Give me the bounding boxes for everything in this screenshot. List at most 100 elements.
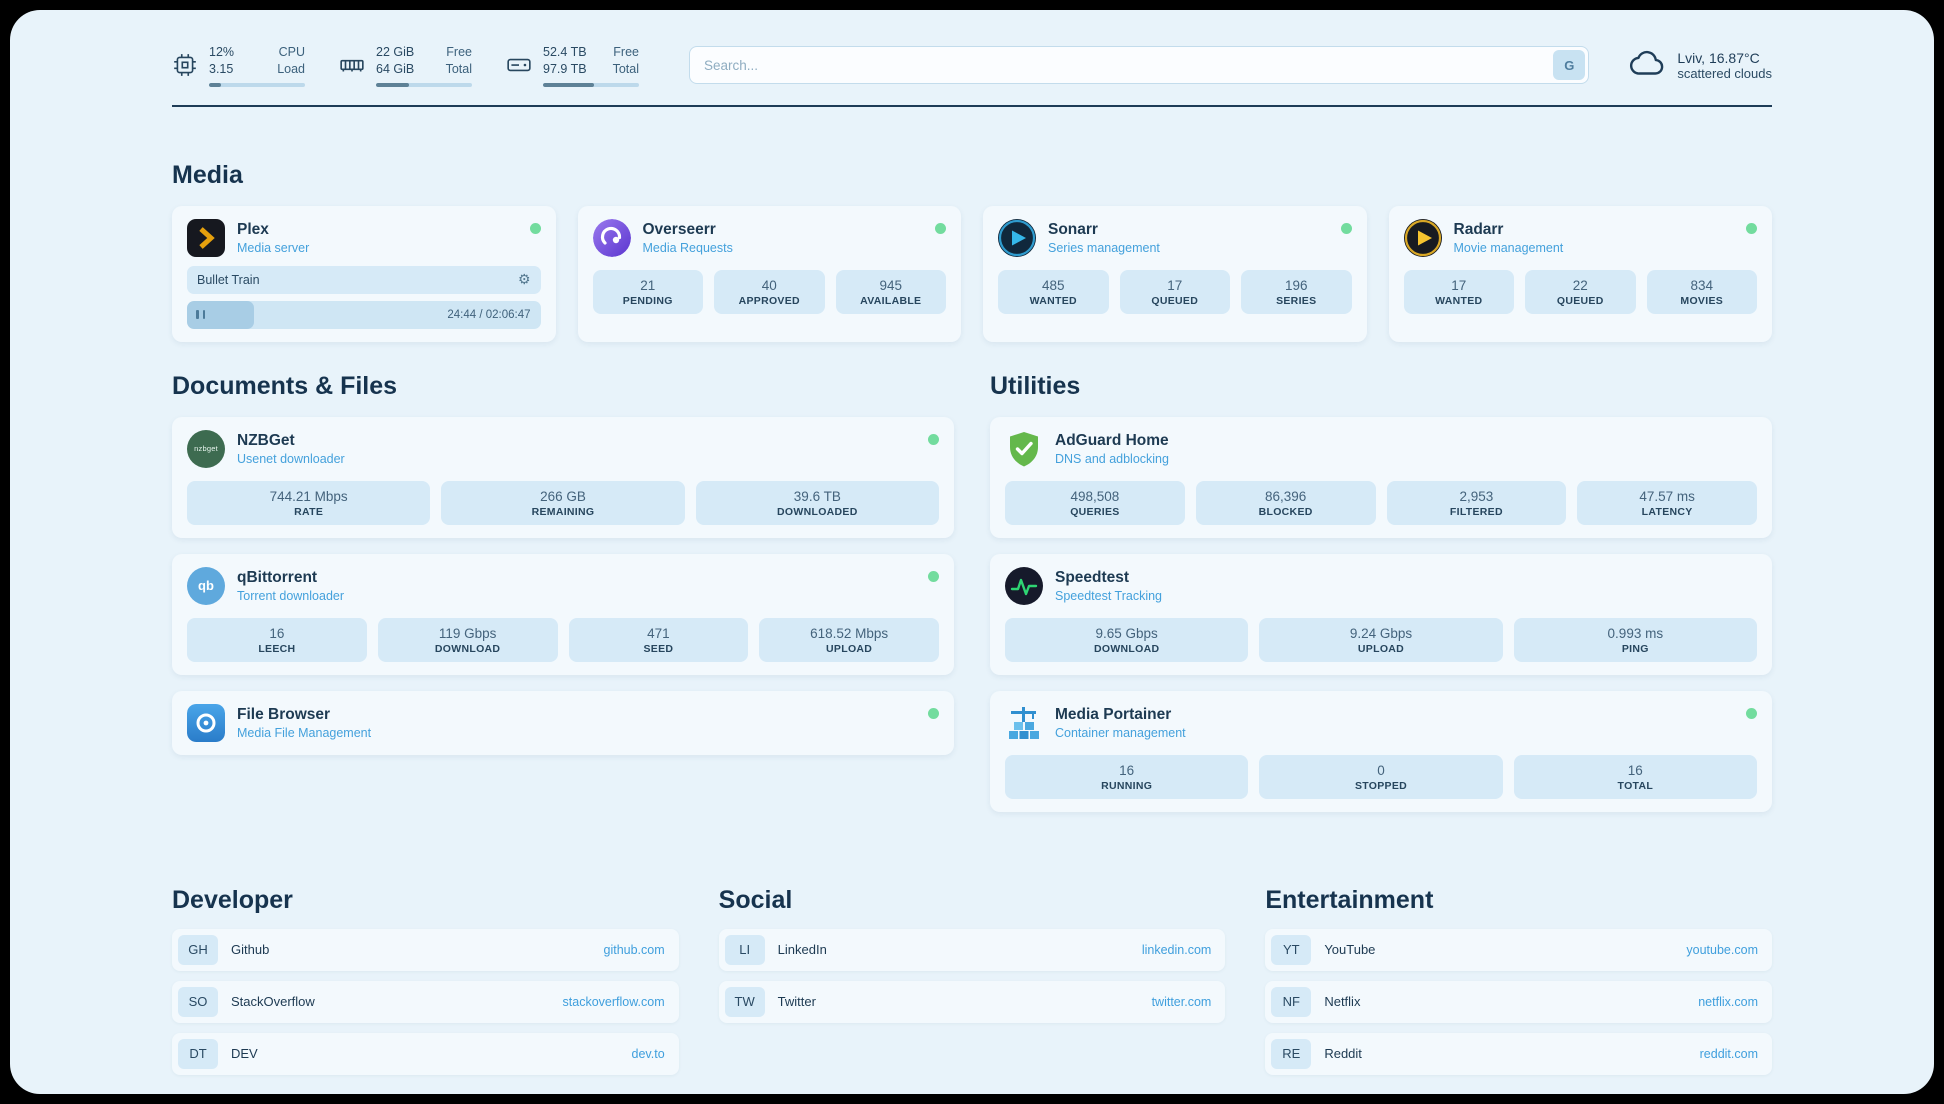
topbar-divider xyxy=(172,104,1772,107)
bookmark-abbr: DT xyxy=(178,1038,218,1069)
section-title-media: Media xyxy=(172,160,243,189)
topbar: 12% 3.15 CPU Load xyxy=(172,44,1772,87)
app-subtitle: Speedtest Tracking xyxy=(1055,588,1163,603)
bookmark-linkedin[interactable]: LI LinkedIn linkedin.com xyxy=(718,928,1226,971)
stat-upload: 618.52 Mbps UPLOAD xyxy=(759,617,939,662)
app-subtitle: Movie management xyxy=(1453,240,1564,255)
status-dot xyxy=(928,707,939,719)
app-name: Radarr xyxy=(1453,220,1504,238)
stats-row: 16 LEECH 119 Gbps DOWNLOAD 471 SEED 618.… xyxy=(187,617,939,662)
app-name: Media Portainer xyxy=(1055,705,1172,723)
bookmark-url[interactable]: twitter.com xyxy=(1151,994,1212,1009)
app-card-filebrowser[interactable]: File Browser Media File Management xyxy=(172,690,954,755)
app-subtitle: Torrent downloader xyxy=(237,588,345,603)
ram-free-label: Free xyxy=(446,45,472,59)
app-card-overseerr[interactable]: Overseerr Media Requests 21 PENDING 40 A… xyxy=(577,205,961,342)
status-dot xyxy=(529,222,541,234)
cpu-percent: 12% xyxy=(209,45,235,59)
bookmark-youtube[interactable]: YT YouTube youtube.com xyxy=(1265,928,1772,971)
bookmark-dev[interactable]: DT DEV dev.to xyxy=(172,1032,679,1075)
bookmark-name: Netflix xyxy=(1324,994,1361,1010)
stats-row: 744.21 Mbps RATE 266 GB REMAINING 39.6 T… xyxy=(187,480,939,525)
bookmark-url[interactable]: stackoverflow.com xyxy=(562,994,665,1009)
search-input[interactable] xyxy=(689,46,1590,85)
stat-ping: 0.993 ms PING xyxy=(1513,617,1757,662)
disk-free-label: Free xyxy=(613,45,639,59)
ram-icon xyxy=(339,52,365,78)
bookmark-stackoverflow[interactable]: SO StackOverflow stackoverflow.com xyxy=(172,980,679,1023)
bookmark-reddit[interactable]: RE Reddit reddit.com xyxy=(1265,1032,1772,1075)
stat-download: 119 Gbps DOWNLOAD xyxy=(377,617,558,662)
gear-icon[interactable]: ⚙ xyxy=(517,271,531,288)
status-dot xyxy=(928,433,939,445)
bookmark-name: DEV xyxy=(231,1046,258,1062)
playback-progress[interactable]: 24:44 / 02:06:47 xyxy=(187,300,541,329)
section-title-entertainment: Entertainment xyxy=(1265,885,1434,914)
app-card-plex[interactable]: Plex Media server Bullet Train ⚙ 24:44 /… xyxy=(172,205,556,342)
section-title-developer: Developer xyxy=(172,885,293,914)
app-card-portainer[interactable]: Media Portainer Container management 16 … xyxy=(990,690,1772,812)
bookmark-url[interactable]: dev.to xyxy=(631,1046,665,1061)
cpu-monitor: 12% 3.15 CPU Load xyxy=(172,44,305,87)
stat-downloaded: 39.6 TB DOWNLOADED xyxy=(695,480,939,525)
app-card-qbittorrent[interactable]: qb qBittorrent Torrent downloader 16 LEE… xyxy=(172,553,954,675)
bookmark-name: Github xyxy=(231,942,270,958)
app-name: File Browser xyxy=(237,705,331,723)
stat-queued: 17 QUEUED xyxy=(1119,269,1230,314)
ram-free-value: 22 GiB xyxy=(376,45,415,59)
app-name: NZBGet xyxy=(237,431,295,449)
bookmark-abbr: NF xyxy=(1271,986,1312,1017)
status-dot xyxy=(1746,222,1757,234)
stat-upload: 9.24 Gbps UPLOAD xyxy=(1259,617,1503,662)
now-playing-title: Bullet Train xyxy=(197,272,260,287)
disk-icon xyxy=(506,52,532,78)
bookmark-url[interactable]: github.com xyxy=(603,942,665,957)
cloud-icon xyxy=(1629,45,1665,86)
app-card-adguard[interactable]: AdGuard Home DNS and adblocking 498,508 … xyxy=(990,416,1772,538)
section-title-social: Social xyxy=(718,885,793,914)
bookmark-url[interactable]: youtube.com xyxy=(1686,942,1758,957)
status-dot xyxy=(1746,707,1757,719)
stat-stopped: 0 STOPPED xyxy=(1259,754,1503,799)
cpu-load-value: 3.15 xyxy=(209,61,234,76)
bookmark-abbr: LI xyxy=(724,934,765,965)
bookmark-url[interactable]: reddit.com xyxy=(1699,1046,1758,1061)
app-subtitle: Container management xyxy=(1055,725,1186,740)
app-name: Speedtest xyxy=(1055,568,1130,586)
app-card-radarr[interactable]: Radarr Movie management 17 WANTED 22 QUE… xyxy=(1388,205,1772,342)
ram-monitor: 22 GiB 64 GiB Free Total xyxy=(339,44,472,87)
bookmark-name: YouTube xyxy=(1324,942,1376,958)
utilities-column: Utilities AdGuard Home DNS and adblockin… xyxy=(990,372,1772,828)
app-card-sonarr[interactable]: Sonarr Series management 485 WANTED 17 Q… xyxy=(983,205,1367,342)
stat-seed: 471 SEED xyxy=(568,617,749,662)
section-title-documents: Documents & Files xyxy=(172,371,398,400)
stat-filtered: 2,953 FILTERED xyxy=(1386,480,1567,525)
stat-rate: 744.21 Mbps RATE xyxy=(187,480,431,525)
bookmark-name: StackOverflow xyxy=(231,994,315,1010)
pause-icon[interactable] xyxy=(196,306,206,324)
app-card-nzbget[interactable]: nzbget NZBGet Usenet downloader 744.21 M… xyxy=(172,416,954,538)
stat-blocked: 86,396 BLOCKED xyxy=(1195,480,1376,525)
app-card-speedtest[interactable]: Speedtest Speedtest Tracking 9.65 Gbps D… xyxy=(990,553,1772,675)
bookmark-github[interactable]: GH Github github.com xyxy=(172,928,679,971)
stat-wanted: 485 WANTED xyxy=(998,269,1109,314)
radarr-icon xyxy=(1403,218,1442,257)
bookmark-twitter[interactable]: TW Twitter twitter.com xyxy=(718,980,1226,1023)
speedtest-icon xyxy=(1005,566,1043,605)
stats-row: 21 PENDING 40 APPROVED 945 AVAILABLE xyxy=(592,269,946,314)
stat-available: 945 AVAILABLE xyxy=(835,269,946,314)
entertainment-column: Entertainment YT YouTube youtube.com NF … xyxy=(1265,886,1772,1085)
bookmark-netflix[interactable]: NF Netflix netflix.com xyxy=(1265,980,1772,1023)
bookmark-url[interactable]: linkedin.com xyxy=(1141,942,1212,957)
search-engine-button[interactable]: G xyxy=(1553,50,1586,81)
media-grid: Plex Media server Bullet Train ⚙ 24:44 /… xyxy=(172,205,1772,342)
section-title-utilities: Utilities xyxy=(990,371,1081,400)
cpu-load-label: Load xyxy=(277,61,305,76)
bookmark-abbr: TW xyxy=(724,986,765,1017)
app-subtitle: Media File Management xyxy=(237,725,372,740)
bookmark-name: LinkedIn xyxy=(777,942,827,958)
bookmark-url[interactable]: netflix.com xyxy=(1698,994,1758,1009)
stat-queries: 498,508 QUERIES xyxy=(1005,480,1185,525)
disk-total-label: Total xyxy=(612,61,639,76)
nzbget-icon: nzbget xyxy=(187,429,225,468)
